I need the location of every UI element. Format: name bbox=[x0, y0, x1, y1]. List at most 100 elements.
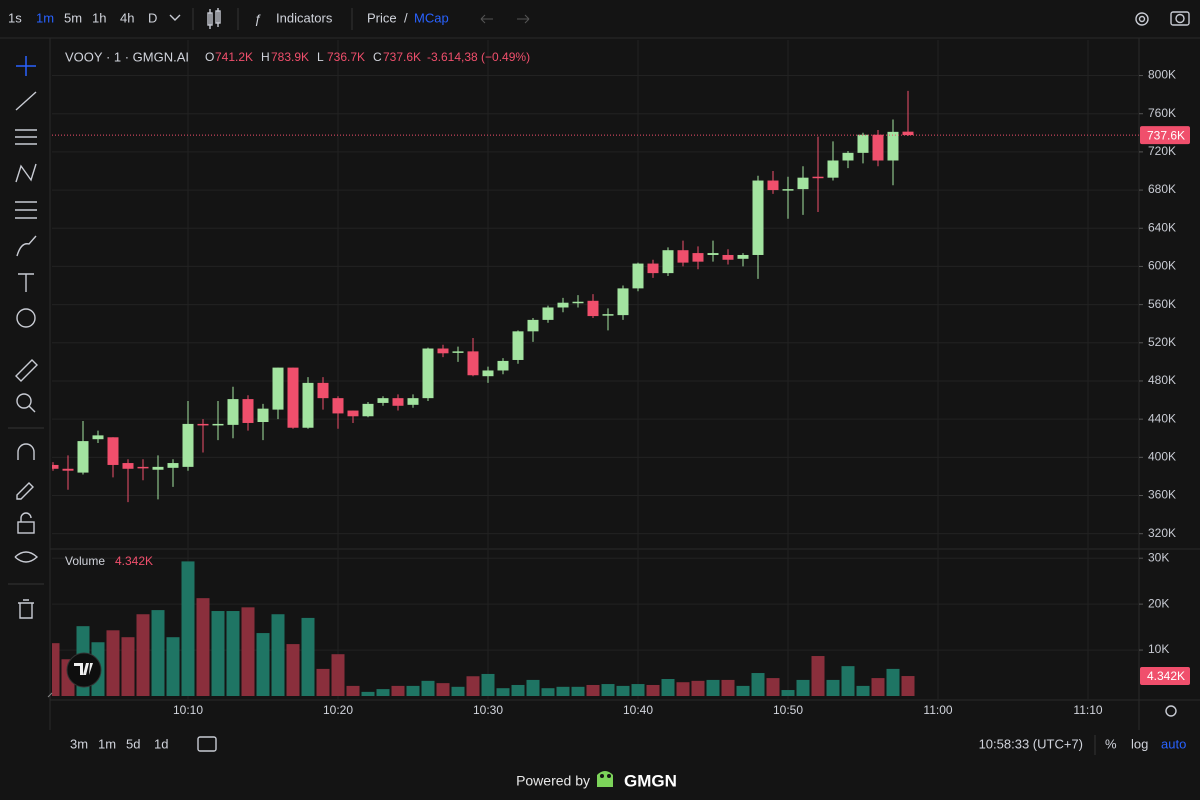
y-tick-label: 560K bbox=[1148, 297, 1176, 311]
fx-icon[interactable]: ƒ bbox=[254, 11, 261, 26]
clock: 10:58:33 (UTC+7) bbox=[979, 736, 1083, 751]
y-tick-label: 20K bbox=[1148, 596, 1169, 610]
lock-draw-tool[interactable] bbox=[16, 482, 34, 500]
pattern-tool[interactable] bbox=[15, 163, 37, 183]
candle-body bbox=[857, 134, 869, 153]
settings-icon[interactable] bbox=[1135, 12, 1149, 26]
interval-button[interactable]: D bbox=[148, 10, 157, 25]
projection-tool[interactable] bbox=[15, 201, 37, 219]
lock-shackle bbox=[20, 512, 32, 522]
ohlc-key: H bbox=[261, 50, 270, 64]
volume-bar bbox=[526, 679, 540, 696]
symbol-title: VOOY · 1 · GMGN.AI bbox=[65, 49, 189, 64]
axis-settings[interactable] bbox=[1165, 705, 1177, 717]
candle-body bbox=[377, 398, 389, 403]
y-tick-label: 520K bbox=[1148, 335, 1176, 349]
candle-body bbox=[707, 253, 719, 255]
candle-body bbox=[52, 464, 59, 469]
percent-toggle[interactable]: % bbox=[1105, 736, 1117, 751]
ohlc-value: 737.6K bbox=[383, 50, 421, 64]
price-toggle[interactable]: Price bbox=[367, 10, 397, 25]
lock-tool[interactable] bbox=[17, 521, 35, 534]
volume-bar bbox=[676, 682, 690, 696]
scroll-arrow[interactable] bbox=[47, 692, 53, 698]
y-tick-label: 400K bbox=[1148, 449, 1176, 463]
tv-logo bbox=[66, 652, 102, 688]
fib-tool[interactable] bbox=[15, 129, 37, 145]
candle-body bbox=[257, 408, 269, 423]
interval-button[interactable]: 4h bbox=[120, 10, 134, 25]
zoom-tool[interactable] bbox=[16, 393, 32, 409]
goto-date-icon[interactable] bbox=[197, 736, 217, 752]
candle-body bbox=[467, 351, 479, 376]
y-tick-label: 800K bbox=[1148, 68, 1176, 82]
volume-bar bbox=[151, 610, 165, 696]
interval-button[interactable]: 1h bbox=[92, 10, 106, 25]
plot-area bbox=[52, 90, 1139, 696]
indicators-button[interactable]: Indicators bbox=[276, 10, 333, 25]
grid bbox=[52, 40, 1139, 700]
mcap-toggle[interactable]: MCap bbox=[414, 10, 449, 25]
candle-body bbox=[767, 180, 779, 191]
candle-body bbox=[632, 263, 644, 289]
candle-body bbox=[542, 307, 554, 320]
brush-tool[interactable] bbox=[16, 235, 37, 257]
volume-bar bbox=[796, 679, 810, 696]
candle-type-icon[interactable] bbox=[207, 8, 221, 29]
y-tick-label: 440K bbox=[1148, 411, 1176, 425]
candle-body bbox=[512, 331, 524, 360]
volume-bar bbox=[691, 680, 705, 696]
ruler-tool[interactable] bbox=[15, 359, 38, 382]
undo-icon[interactable] bbox=[480, 14, 493, 24]
candle-body bbox=[497, 360, 509, 371]
auto-toggle[interactable]: auto bbox=[1161, 736, 1186, 751]
interval-dropdown[interactable] bbox=[169, 14, 181, 21]
candle-body bbox=[887, 131, 899, 161]
last-price-label: 737.6K bbox=[1147, 128, 1185, 142]
volume-bar bbox=[481, 673, 495, 696]
candle-body bbox=[842, 152, 854, 161]
volume-bar bbox=[106, 630, 120, 696]
range-button[interactable]: 5d bbox=[126, 736, 140, 751]
volume-bar bbox=[376, 689, 390, 696]
interval-button[interactable]: 5m bbox=[64, 10, 82, 25]
trendline-tool[interactable] bbox=[15, 91, 37, 111]
volume-bar bbox=[166, 637, 180, 696]
candle-body bbox=[137, 466, 149, 469]
visibility-tool[interactable] bbox=[14, 551, 39, 563]
candle-body bbox=[77, 441, 89, 473]
screenshot-icon[interactable] bbox=[1170, 11, 1190, 26]
settings-icon-core bbox=[1138, 15, 1146, 23]
screenshot-lens bbox=[1175, 13, 1185, 24]
volume-bar bbox=[646, 684, 660, 696]
interval-button[interactable]: 1m bbox=[36, 10, 54, 25]
crosshair-tool[interactable] bbox=[16, 56, 36, 76]
price-legend: VOOY · 1 · GMGN.AI O 741.2K H 783.9K L 736.7K… bbox=[65, 49, 530, 64]
powered-by: Powered by bbox=[516, 773, 590, 789]
volume-bar bbox=[811, 656, 825, 696]
candle-body bbox=[902, 131, 914, 136]
range-button[interactable]: 1d bbox=[154, 736, 168, 751]
volume-bar bbox=[901, 676, 915, 696]
x-tick-label: 10:50 bbox=[773, 703, 803, 717]
candle-body bbox=[782, 189, 794, 191]
range-button[interactable]: 1m bbox=[98, 736, 116, 751]
redo-icon[interactable] bbox=[517, 14, 530, 24]
y-tick-label: 680K bbox=[1148, 182, 1176, 196]
volume-bar bbox=[421, 680, 435, 696]
volume-bar bbox=[316, 668, 330, 696]
candle-body bbox=[407, 398, 419, 405]
emoji-tool[interactable] bbox=[16, 308, 36, 328]
y-tick-label: 760K bbox=[1148, 106, 1176, 120]
text-tool[interactable] bbox=[18, 273, 34, 292]
ohlc-value: 783.9K bbox=[271, 50, 309, 64]
magnet-tool[interactable] bbox=[17, 443, 35, 460]
range-button[interactable]: 3m bbox=[70, 736, 88, 751]
delete-tool[interactable] bbox=[18, 599, 34, 619]
volume-bar bbox=[361, 691, 375, 696]
log-toggle[interactable]: log bbox=[1131, 736, 1148, 751]
interval-button[interactable]: 1s bbox=[8, 10, 22, 25]
candle-body bbox=[122, 463, 134, 469]
bottom-bar: 10:58:33 (UTC+7) % log auto 3m 1m 5d 1d bbox=[70, 735, 1186, 755]
